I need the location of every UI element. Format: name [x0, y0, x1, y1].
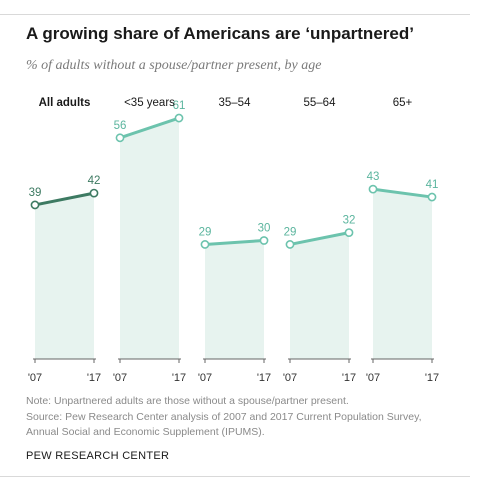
data-label: 42 [88, 175, 101, 187]
x-tick-label: '17 [425, 372, 439, 384]
data-label: 32 [343, 215, 356, 227]
data-label: 41 [426, 179, 439, 191]
panel-area-fill [120, 118, 179, 359]
data-point [427, 192, 437, 202]
panel-area-fill [290, 232, 349, 359]
series-line [289, 231, 350, 246]
top-rule [0, 14, 470, 15]
data-point [200, 240, 210, 249]
series-line [372, 187, 433, 199]
chart-area: 39 42 '07 '17 All adults 56 61 '07 '17 <35 years 2… [28, 97, 439, 384]
data-label: 43 [367, 171, 380, 183]
data-point [174, 113, 184, 123]
panel-header: 55–64 [304, 97, 337, 109]
data-point [115, 133, 125, 143]
x-tick-label: '07 [113, 372, 127, 384]
x-tick-label: '17 [342, 372, 356, 384]
x-tick-label: '07 [366, 372, 380, 384]
bottom-rule [0, 476, 470, 477]
x-tick-label: '17 [87, 372, 101, 384]
chart-subtitle: % of adults without a spouse/partner pre… [26, 58, 322, 73]
panel-header: 35–54 [219, 97, 252, 109]
x-tick-label: '17 [172, 372, 186, 384]
series-line [34, 191, 95, 207]
data-label: 30 [258, 223, 271, 235]
panel-area-fill [35, 193, 94, 359]
data-label: 61 [173, 100, 186, 112]
data-label: 56 [114, 120, 127, 132]
panel-area-fill [373, 189, 432, 359]
chart-title: A growing share of Americans are ‘unpart… [26, 24, 414, 43]
data-label: 29 [284, 226, 297, 238]
panel-header: <35 years [124, 97, 175, 109]
x-tick-label: '07 [198, 372, 212, 384]
data-point [30, 200, 40, 210]
data-label: 39 [29, 187, 42, 199]
x-tick-label: '07 [283, 372, 297, 384]
x-tick-label: '07 [28, 372, 42, 384]
data-point [344, 228, 354, 237]
panel-header: 65+ [393, 97, 413, 109]
x-tick-label: '17 [257, 372, 271, 384]
data-point [89, 188, 99, 198]
panel-area-fill [205, 240, 264, 359]
panel-header: All adults [39, 97, 91, 109]
data-label: 29 [199, 226, 212, 238]
footnotes: Note: Unpartnered adults are those witho… [26, 394, 446, 441]
note-text: Note: Unpartnered adults are those witho… [26, 395, 349, 407]
data-point [368, 184, 378, 194]
series-line [204, 239, 265, 246]
data-point [259, 236, 269, 245]
source-text: Source: Pew Research Center analysis of … [26, 410, 422, 439]
series-line [119, 116, 180, 140]
brand-label: PEW RESEARCH CENTER [26, 450, 170, 462]
data-point [285, 240, 295, 249]
